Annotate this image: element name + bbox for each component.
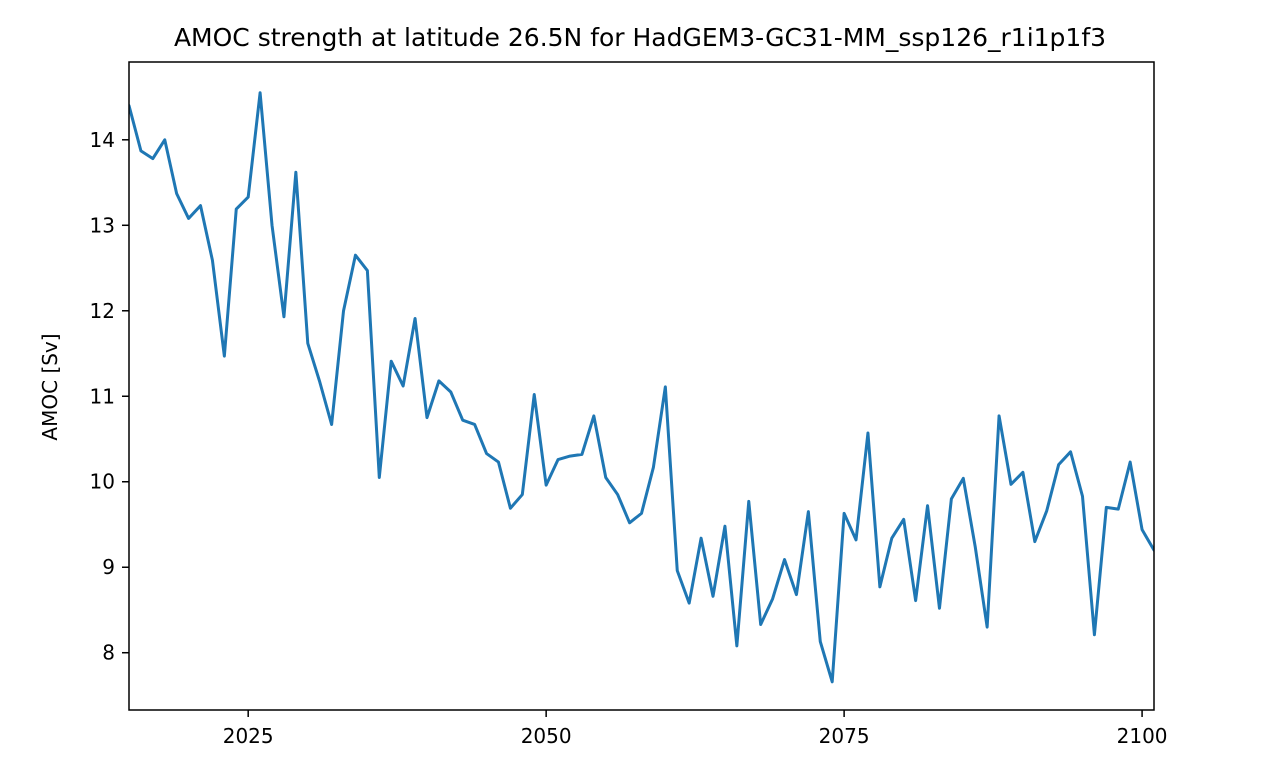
axis-ticks: 2025 2050 2075 2100 8 9 10 11 12 13 14 [90,128,1168,748]
y-tick-label: 12 [90,299,115,323]
y-tick-label: 14 [90,128,115,152]
y-tick-label: 11 [90,384,115,408]
y-tick-label: 10 [90,470,115,494]
y-tick-label: 13 [90,213,115,237]
plot-frame [128,61,1155,711]
x-tick-label: 2050 [521,724,572,748]
chart-title: AMOC strength at latitude 26.5N for HadG… [174,23,1106,52]
series-line-amoc [129,91,1154,684]
x-tick-label: 2025 [223,724,274,748]
y-axis-label: AMOC [Sv] [38,333,62,440]
y-tick-label: 8 [102,641,115,665]
x-tick-label: 2100 [1117,724,1168,748]
plot-area [129,91,1154,684]
y-tick-label: 9 [102,555,115,579]
x-tick-label: 2075 [819,724,870,748]
